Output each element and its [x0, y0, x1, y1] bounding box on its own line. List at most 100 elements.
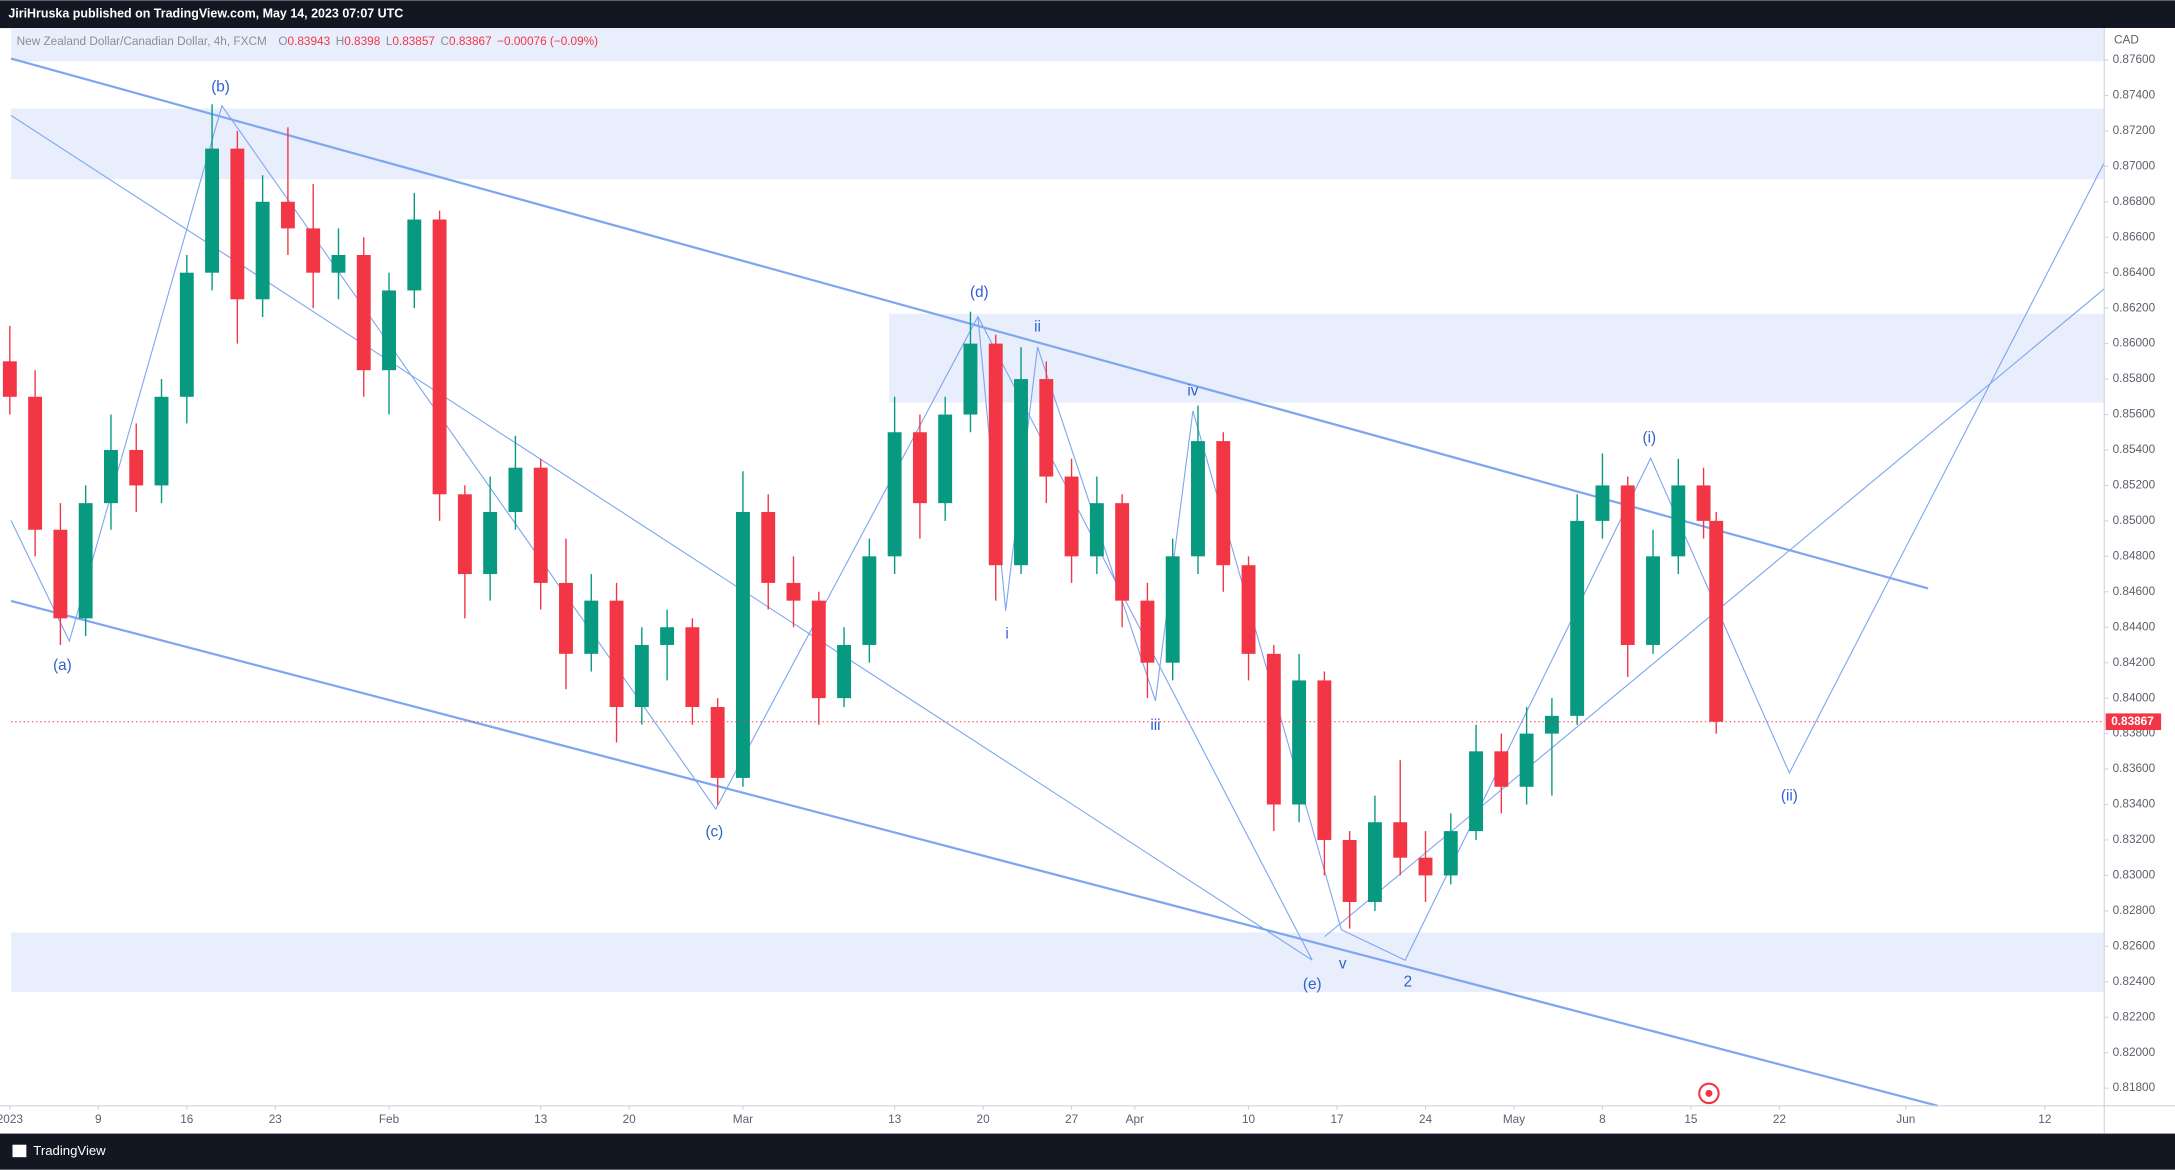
wave-label: (e) — [1303, 976, 1322, 993]
x-tick-label: 17 — [1330, 1113, 1343, 1126]
wave-label: 2 — [1404, 973, 1412, 990]
y-tick-label: 0.82200 — [2113, 1010, 2156, 1023]
candle-body — [1064, 476, 1079, 557]
candle-body — [786, 582, 801, 601]
candle-body — [457, 494, 472, 575]
trend-line — [10, 114, 1313, 961]
wave-label: ii — [1034, 319, 1041, 336]
y-tick-label: 0.84200 — [2113, 656, 2156, 669]
candle-body — [280, 201, 295, 229]
x-tick-label: 20 — [623, 1113, 637, 1126]
y-tick-label: 0.86800 — [2113, 195, 2156, 208]
candle-body — [179, 272, 194, 397]
x-tick-label: 9 — [95, 1113, 102, 1126]
y-tick-label: 0.82800 — [2113, 904, 2156, 917]
ohlc-label: C — [441, 35, 450, 48]
candle-body — [1191, 441, 1205, 557]
y-tick-label: 0.86400 — [2113, 266, 2156, 279]
candle-body — [28, 396, 43, 530]
x-tick-label: Feb — [379, 1113, 400, 1126]
x-tick-label: 20 — [977, 1113, 991, 1126]
candle-body — [609, 600, 624, 708]
y-tick-label: 0.84400 — [2113, 620, 2156, 633]
candle-body — [1671, 485, 1686, 557]
wave-label: (ii) — [1781, 788, 1798, 805]
x-tick-label: 12 — [2038, 1113, 2051, 1126]
candle-body — [1418, 857, 1433, 876]
header-band — [11, 28, 2105, 62]
wave-path — [10, 104, 1313, 961]
wave-path — [977, 162, 2105, 961]
y-tick-label: 0.83400 — [2113, 798, 2156, 811]
x-tick-label: 13 — [534, 1113, 548, 1126]
y-tick-label: 0.86600 — [2113, 230, 2156, 243]
wave-label: iv — [1187, 383, 1198, 400]
candle-body — [988, 343, 1003, 566]
price-label-bg — [2105, 713, 2162, 731]
y-tick-label: 0.84800 — [2113, 549, 2156, 562]
candle-body — [1393, 822, 1408, 858]
ohlc-label: L — [386, 35, 393, 48]
y-tick-label: 0.85600 — [2113, 408, 2156, 421]
candle-body — [559, 582, 573, 654]
channel-line — [10, 599, 1939, 1107]
candle-body — [938, 414, 953, 504]
candle-body — [887, 432, 902, 557]
price-label: 0.83867 — [2111, 715, 2154, 728]
candle-body — [1115, 503, 1130, 601]
candle-body — [1342, 839, 1357, 903]
candle-body — [432, 219, 447, 495]
footer-brand: TradingView — [33, 1143, 106, 1158]
x-tick-label: 22 — [1773, 1113, 1786, 1126]
x-tick-label: 23 — [269, 1113, 283, 1126]
candle-body — [1241, 565, 1256, 654]
y-tick-label: 0.87600 — [2113, 53, 2156, 66]
y-tick-label: 0.81800 — [2113, 1081, 2156, 1094]
candle-body — [1039, 379, 1054, 477]
candle-body — [837, 644, 852, 699]
candle-body — [382, 290, 396, 371]
candle-body — [154, 396, 169, 486]
candle-body — [1494, 751, 1509, 787]
candle-body — [483, 512, 498, 575]
y-tick-label: 0.87400 — [2113, 89, 2156, 102]
wave-label: (c) — [705, 824, 723, 841]
ohlc-value: 0.83943 — [288, 35, 331, 48]
wave-label: (b) — [211, 79, 230, 96]
zone — [889, 313, 2105, 403]
candle-body — [230, 148, 245, 300]
ohlc-value: 0.83857 — [392, 35, 435, 48]
candle-body — [205, 148, 220, 273]
symbol: New Zealand Dollar/Canadian Dollar, 4h, … — [17, 35, 267, 48]
ohlc-value: 0.8398 — [344, 35, 380, 48]
change: −0.00076 (−0.09%) — [497, 35, 598, 48]
candle-body — [1292, 680, 1307, 805]
y-tick-label: 0.85000 — [2113, 514, 2156, 527]
wave-label: (a) — [53, 657, 72, 674]
x-tick-label: 16 — [180, 1113, 194, 1126]
x-tick-label: May — [1503, 1113, 1525, 1126]
x-tick-label: Jun — [1896, 1113, 1915, 1126]
candle-body — [1367, 822, 1382, 903]
candle-body — [735, 512, 750, 778]
candle-body — [407, 219, 422, 291]
y-tick-label: 0.85200 — [2113, 479, 2156, 492]
y-tick-label: 0.82600 — [2113, 939, 2156, 952]
ohlc: O0.83943 H0.8398 L0.83857 C0.83867 −0.00076 … — [278, 35, 598, 48]
candle-body — [862, 556, 877, 645]
logo — [12, 1144, 27, 1158]
wave-label: (d) — [970, 284, 989, 301]
candle-body — [1216, 441, 1231, 566]
candle-body — [1140, 600, 1155, 663]
y-tick-label: 0.83200 — [2113, 833, 2156, 846]
wave-label: (i) — [1643, 430, 1657, 447]
ohlc-value: 0.83867 — [449, 35, 492, 48]
currency: CAD — [2114, 34, 2139, 47]
candle-body — [255, 201, 270, 300]
candle-body — [533, 467, 548, 583]
candle-body — [2, 361, 17, 397]
candle-body — [306, 228, 321, 273]
